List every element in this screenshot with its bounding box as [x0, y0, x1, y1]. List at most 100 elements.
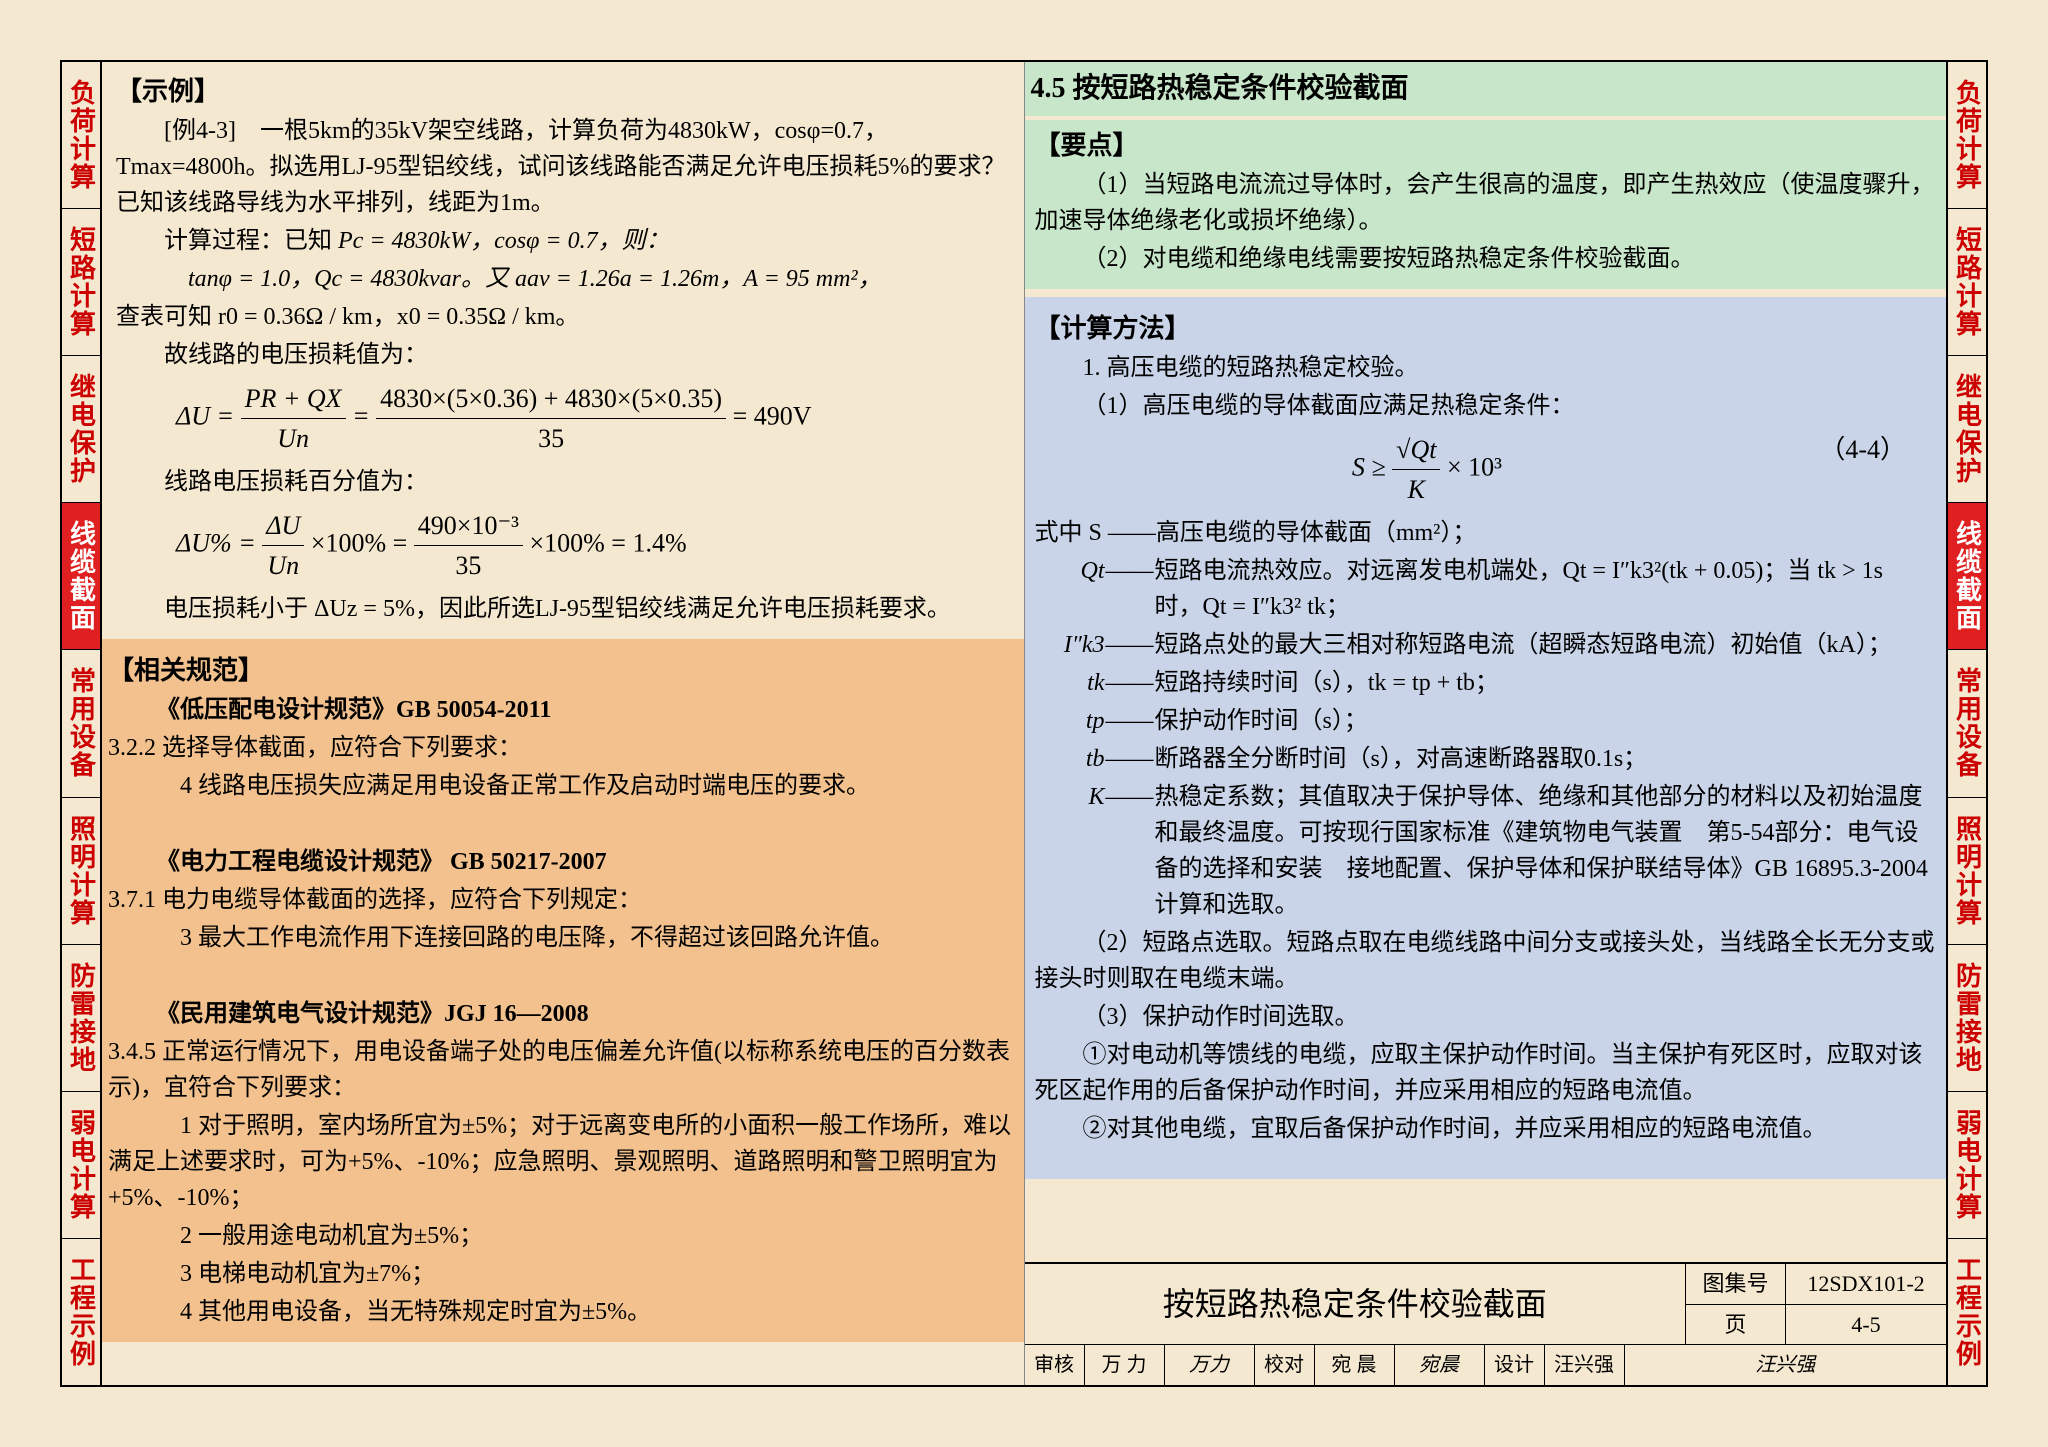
f2-mid: ×100% = [311, 528, 407, 557]
tb-review-label: 审核 [1025, 1345, 1085, 1385]
formula-percent: ΔU% = ΔUUn ×100% = 490×10⁻³35 ×100% = 1.… [116, 506, 1010, 585]
tab-grounding[interactable]: 防雷接地 [62, 945, 100, 1092]
example-p4: 线路电压损耗百分值为： [116, 464, 1010, 500]
std3-clause: 3.4.5 正常运行情况下，用电设备端子处的电压偏差允许值(以标称系统电压的百分… [108, 1034, 1018, 1106]
m-p2: （1）高压电缆的导体截面应满足热稳定条件： [1035, 388, 1937, 424]
eq-den: K [1392, 470, 1440, 509]
tb-design-label: 设计 [1485, 1345, 1545, 1385]
f1-num1: PR + QX [241, 379, 346, 419]
tb-page-label: 页 [1686, 1305, 1786, 1345]
f2-n1: ΔU [262, 506, 304, 546]
left-tabs: 负荷计算 短路计算 继电保护 线缆截面 常用设备 照明计算 防雷接地 弱电计算 … [62, 62, 102, 1385]
tb-check-name: 宛 晨 [1315, 1345, 1395, 1385]
formula-thermal: S ≥ √QtK × 10³ （4-4） [1035, 430, 1937, 509]
calc-line1: Pc = 4830kW，cosφ = 0.7，则： [338, 228, 670, 254]
rtab-lighting[interactable]: 照明计算 [1948, 798, 1986, 945]
f2-d2: 35 [414, 546, 523, 585]
std3-i4: 4 其他用电设备，当无特殊规定时宜为±5%。 [108, 1294, 1018, 1330]
tb-code-label: 图集号 [1686, 1264, 1786, 1305]
tb-check-label: 校对 [1255, 1345, 1315, 1385]
f1-lhs: ΔU = [176, 401, 234, 430]
std1-title: 《低压配电设计规范》GB 50054-2011 [108, 692, 1018, 728]
formula-voltage-drop: ΔU = PR + QXUn = 4830×(5×0.36) + 4830×(5… [116, 379, 1010, 458]
std3-i3: 3 电梯电动机宜为±7%； [108, 1256, 1018, 1292]
rtab-load-calc[interactable]: 负荷计算 [1948, 62, 1986, 209]
def-tb: tb——断路器全分断时间（s），对高速断路器取0.1s； [1035, 741, 1937, 777]
page-frame: 负荷计算 短路计算 继电保护 线缆截面 常用设备 照明计算 防雷接地 弱电计算 … [60, 60, 1988, 1387]
tab-lighting[interactable]: 照明计算 [62, 798, 100, 945]
example-calc-intro: 计算过程：已知 Pc = 4830kW，cosφ = 0.7，则： [116, 223, 1010, 259]
sym-tp: tp [1035, 703, 1105, 739]
standards-block: 【相关规范】 《低压配电设计规范》GB 50054-2011 3.2.2 选择导… [102, 639, 1024, 1342]
eq-lhs: S ≥ [1352, 452, 1386, 481]
eq-tail: × 10³ [1447, 452, 1502, 481]
f1-den1: Un [241, 419, 346, 458]
rtab-lowvoltage[interactable]: 弱电计算 [1948, 1092, 1986, 1239]
tab-equipment[interactable]: 常用设备 [62, 650, 100, 797]
def-tp: tp——保护动作时间（s）； [1035, 703, 1937, 739]
calc-line3: 查表可知 r0 = 0.36Ω / km，x0 = 0.35Ω / km。 [116, 299, 1010, 335]
def-qt: Qt——短路电流热效应。对远离发电机端处，Qt = I″k3²(tk + 0.0… [1035, 553, 1937, 625]
tb-title: 按短路热稳定条件校验截面 [1025, 1264, 1687, 1344]
tab-lowvoltage[interactable]: 弱电计算 [62, 1092, 100, 1239]
example-heading: 【示例】 [116, 72, 1010, 111]
sym-qt: Qt [1035, 553, 1105, 625]
section-4-5-title: 4.5 按短路热稳定条件校验截面 [1025, 62, 1947, 116]
tab-relay[interactable]: 继电保护 [62, 356, 100, 503]
txt-tp: 保护动作时间（s）； [1155, 703, 1937, 739]
rtab-grounding[interactable]: 防雷接地 [1948, 945, 1986, 1092]
standards-heading: 【相关规范】 [108, 651, 1018, 690]
f1-den2: 35 [376, 419, 726, 458]
tb-code: 12SDX101-2 [1786, 1264, 1946, 1305]
tb-design-name: 汪兴强 [1545, 1345, 1625, 1385]
tb-review-name: 万 力 [1085, 1345, 1165, 1385]
content-area: 【示例】 [例4-3] 一根5km的35kV架空线路，计算负荷为4830kW，c… [102, 62, 1946, 1385]
title-block: 按短路热稳定条件校验截面 图集号 页 12SDX101-2 4-5 审核 万 力… [1025, 1262, 1947, 1385]
tb-check-sig: 宛晨 [1395, 1345, 1485, 1385]
tb-design-sig: 汪兴强 [1625, 1345, 1947, 1385]
m-p3: （2）短路点选取。短路点取在电缆线路中间分支或接头处，当线路全长无分支或接头时则… [1035, 925, 1937, 997]
f2-lhs: ΔU% = [176, 528, 256, 557]
tab-load-calc[interactable]: 负荷计算 [62, 62, 100, 209]
txt-qt: 短路电流热效应。对远离发电机端处，Qt = I″k3²(tk + 0.05)；当… [1155, 553, 1937, 625]
calc-prefix: 计算过程：已知 [164, 228, 338, 254]
sym-tb: tb [1035, 741, 1105, 777]
method-heading: 【计算方法】 [1035, 309, 1937, 348]
example-problem: [例4-3] 一根5km的35kV架空线路，计算负荷为4830kW，cosφ=0… [116, 113, 1010, 221]
keypoints-heading: 【要点】 [1035, 126, 1937, 165]
rtab-examples[interactable]: 工程示例 [1948, 1239, 1986, 1385]
txt-tk: 短路持续时间（s），tk = tp + tb； [1155, 665, 1937, 701]
m-p5: ①对电动机等馈线的电缆，应取主保护动作时间。当主保护有死区时，应取对该死区起作用… [1035, 1037, 1937, 1109]
sym-ik3: I″k3 [1035, 627, 1105, 663]
txt-ik3: 短路点处的最大三相对称短路电流（超瞬态短路电流）初始值（kA）； [1155, 627, 1937, 663]
rtab-relay[interactable]: 继电保护 [1948, 356, 1986, 503]
std3-i1: 1 对于照明，室内场所宜为±5%；对于远离变电所的小面积一般工作场所，难以满足上… [108, 1108, 1018, 1216]
example-conclusion: 电压损耗小于 ΔUz = 5%，因此所选LJ-95型铝绞线满足允许电压损耗要求。 [116, 591, 1010, 627]
kp2: （2）对电缆和绝缘电线需要按短路热稳定条件校验截面。 [1035, 241, 1937, 277]
f1-res: = 490V [733, 401, 812, 430]
f2-res: ×100% = 1.4% [529, 528, 686, 557]
tab-cable-section[interactable]: 线缆截面 [62, 503, 100, 650]
sym-k: K [1035, 779, 1105, 923]
tb-review-sig: 万力 [1165, 1345, 1255, 1385]
m-p1: 1. 高压电缆的短路热稳定校验。 [1035, 350, 1937, 386]
tb-page: 4-5 [1786, 1305, 1946, 1345]
std2-clause: 3.7.1 电力电缆导体截面的选择，应符合下列规定： [108, 882, 1018, 918]
std2-item: 3 最大工作电流作用下连接回路的电压降，不得超过该回路允许值。 [108, 920, 1018, 956]
example-block: 【示例】 [例4-3] 一根5km的35kV架空线路，计算负荷为4830kW，c… [116, 66, 1010, 639]
tab-shortcircuit[interactable]: 短路计算 [62, 209, 100, 356]
rtab-equipment[interactable]: 常用设备 [1948, 650, 1986, 797]
rtab-cable-section[interactable]: 线缆截面 [1948, 503, 1986, 650]
left-column: 【示例】 [例4-3] 一根5km的35kV架空线路，计算负荷为4830kW，c… [102, 62, 1025, 1385]
m-p6: ②对其他电缆，宜取后备保护动作时间，并应采用相应的短路电流值。 [1035, 1111, 1937, 1147]
def-tk: tk——短路持续时间（s），tk = tp + tb； [1035, 665, 1937, 701]
eq-num: √Qt [1392, 430, 1440, 470]
def-k: K——热稳定系数；其值取决于保护导体、绝缘和其他部分的材料以及初始温度和最终温度… [1035, 779, 1937, 923]
tab-examples[interactable]: 工程示例 [62, 1239, 100, 1385]
std1-clause: 3.2.2 选择导体截面，应符合下列要求： [108, 730, 1018, 766]
std3-title: 《民用建筑电气设计规范》JGJ 16—2008 [108, 996, 1018, 1032]
std1-item: 4 线路电压损失应满足用电设备正常工作及启动时端电压的要求。 [108, 768, 1018, 804]
keypoints-block: 【要点】 （1）当短路电流流过导体时，会产生很高的温度，即产生热效应（使温度骤升… [1025, 120, 1947, 289]
calc-line2: tanφ = 1.0，Qc = 4830kvar。又 aav = 1.26a =… [116, 261, 1010, 297]
rtab-shortcircuit[interactable]: 短路计算 [1948, 209, 1986, 356]
